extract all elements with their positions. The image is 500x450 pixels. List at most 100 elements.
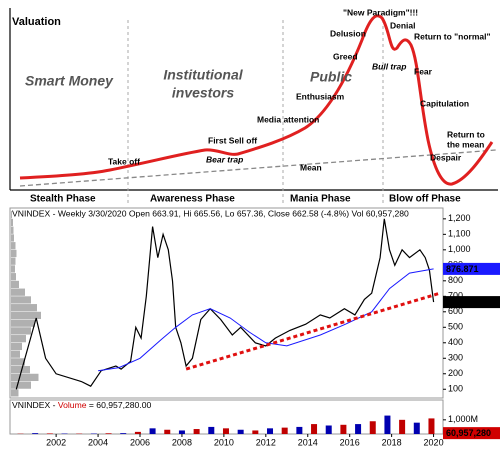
profile-bar	[11, 366, 30, 374]
annotation: Return to	[447, 129, 485, 139]
volume-bar	[208, 426, 215, 434]
volume-bar	[369, 421, 376, 434]
profile-bar	[11, 342, 22, 351]
profile-bar	[11, 226, 14, 234]
price-line	[185, 291, 441, 371]
annotation: Bull trap	[372, 61, 406, 71]
y-tick-label: 1,000M	[448, 414, 478, 424]
profile-bar	[11, 280, 19, 289]
profile-bar	[11, 319, 35, 327]
annotation: Take off	[108, 156, 140, 166]
annotation: Return to "normal"	[414, 31, 491, 41]
volume-bar	[296, 426, 303, 434]
y-tick-label: 800	[448, 275, 463, 285]
volume-bar	[340, 424, 347, 434]
phase-label: Stealth Phase	[30, 194, 96, 205]
y-axis-label: Valuation	[12, 16, 61, 28]
group-label: Institutional	[163, 67, 243, 83]
price-line	[98, 268, 434, 372]
price-chart-title: VNINDEX - Weekly 3/30/2020 Open 663.91, …	[12, 208, 409, 218]
group-label: Public	[310, 69, 352, 85]
profile-bar	[11, 234, 14, 242]
annotation: Bear trap	[206, 154, 243, 164]
volume-bar	[237, 429, 244, 434]
price-tag: 60,957,280	[446, 428, 491, 438]
volume-bar	[164, 429, 171, 434]
annotation: Enthusiasm	[296, 91, 345, 101]
profile-bar	[11, 350, 20, 358]
volume-bar	[178, 430, 185, 434]
y-tick-label: 500	[448, 322, 463, 332]
volume-bar	[193, 429, 200, 434]
y-tick-label: 1,000	[448, 244, 471, 254]
y-tick-label: 100	[448, 384, 463, 394]
volume-bar	[281, 427, 288, 434]
phase-label: Awareness Phase	[150, 194, 235, 205]
x-tick-label: 2018	[382, 437, 402, 447]
volume-bar	[134, 431, 141, 434]
group-label: Smart Money	[25, 73, 114, 89]
volume-bar	[413, 422, 420, 434]
volume-bar	[399, 419, 406, 434]
volume-bar	[325, 425, 332, 434]
volume-bar	[384, 415, 391, 434]
price-tag: 876.871	[446, 264, 479, 274]
volume-bar	[120, 433, 127, 434]
annotation: Mean	[300, 162, 322, 172]
price-tag: 662.58	[446, 297, 474, 307]
profile-bar	[11, 218, 13, 227]
annotation: Delusion	[330, 28, 366, 38]
y-tick-label: 400	[448, 337, 463, 347]
price-line	[15, 218, 435, 390]
volume-bar	[105, 433, 112, 434]
profile-bar	[11, 265, 15, 273]
profile-bar	[11, 358, 25, 366]
profile-bar	[11, 211, 12, 219]
annotation: Greed	[333, 51, 358, 61]
bubble-curve	[19, 14, 494, 186]
annotation: Media attention	[257, 114, 319, 124]
x-tick-label: 2006	[130, 437, 150, 447]
volume-bar	[311, 424, 318, 434]
annotation: Capitulation	[420, 98, 469, 108]
annotation: Despair	[430, 152, 462, 162]
bubble-diagram: Valuation Smart Money Institutional inve…	[9, 7, 498, 206]
price-tag-box	[443, 296, 500, 309]
x-tick-label: 2016	[340, 437, 360, 447]
profile-bar	[11, 288, 25, 296]
profile-bar	[11, 304, 37, 312]
volume-bar	[149, 428, 156, 434]
phase-label: Mania Phase	[290, 194, 351, 205]
title-part: VNINDEX -	[12, 400, 58, 410]
volume-bar	[355, 424, 362, 434]
title-part: Volume	[58, 400, 87, 410]
annotation: Denial	[390, 20, 416, 30]
y-tick-label: 200	[448, 368, 463, 378]
volume-bar	[428, 418, 435, 434]
profile-bar	[11, 389, 19, 397]
profile-bar	[11, 257, 16, 265]
x-tick-label: 2014	[298, 437, 318, 447]
x-tick-label: 2002	[46, 437, 66, 447]
y-tick-label: 1,200	[448, 213, 471, 223]
price-tag-box	[443, 262, 500, 275]
x-tick-label: 2012	[256, 437, 276, 447]
profile-bar	[11, 381, 31, 389]
profile-bar	[11, 311, 41, 320]
volume-chart-title: VNINDEX - Volume = 60,957,280.00	[12, 400, 151, 410]
profile-bar	[11, 296, 31, 304]
y-tick-label: 1,100	[448, 229, 471, 239]
price-panel	[9, 207, 444, 399]
x-tick-label: 2020	[424, 437, 444, 447]
volume-bar	[32, 433, 39, 434]
volume-bar	[252, 430, 259, 434]
profile-bar	[11, 242, 16, 250]
annotation: First Sell off	[208, 135, 257, 145]
x-tick-label: 2004	[88, 437, 108, 447]
stock-charts: VNINDEX - Weekly 3/30/2020 Open 663.91, …	[9, 207, 500, 447]
x-tick-label: 2010	[214, 437, 234, 447]
profile-bar	[11, 335, 26, 343]
profile-bar	[11, 249, 17, 258]
volume-bar	[267, 428, 274, 434]
